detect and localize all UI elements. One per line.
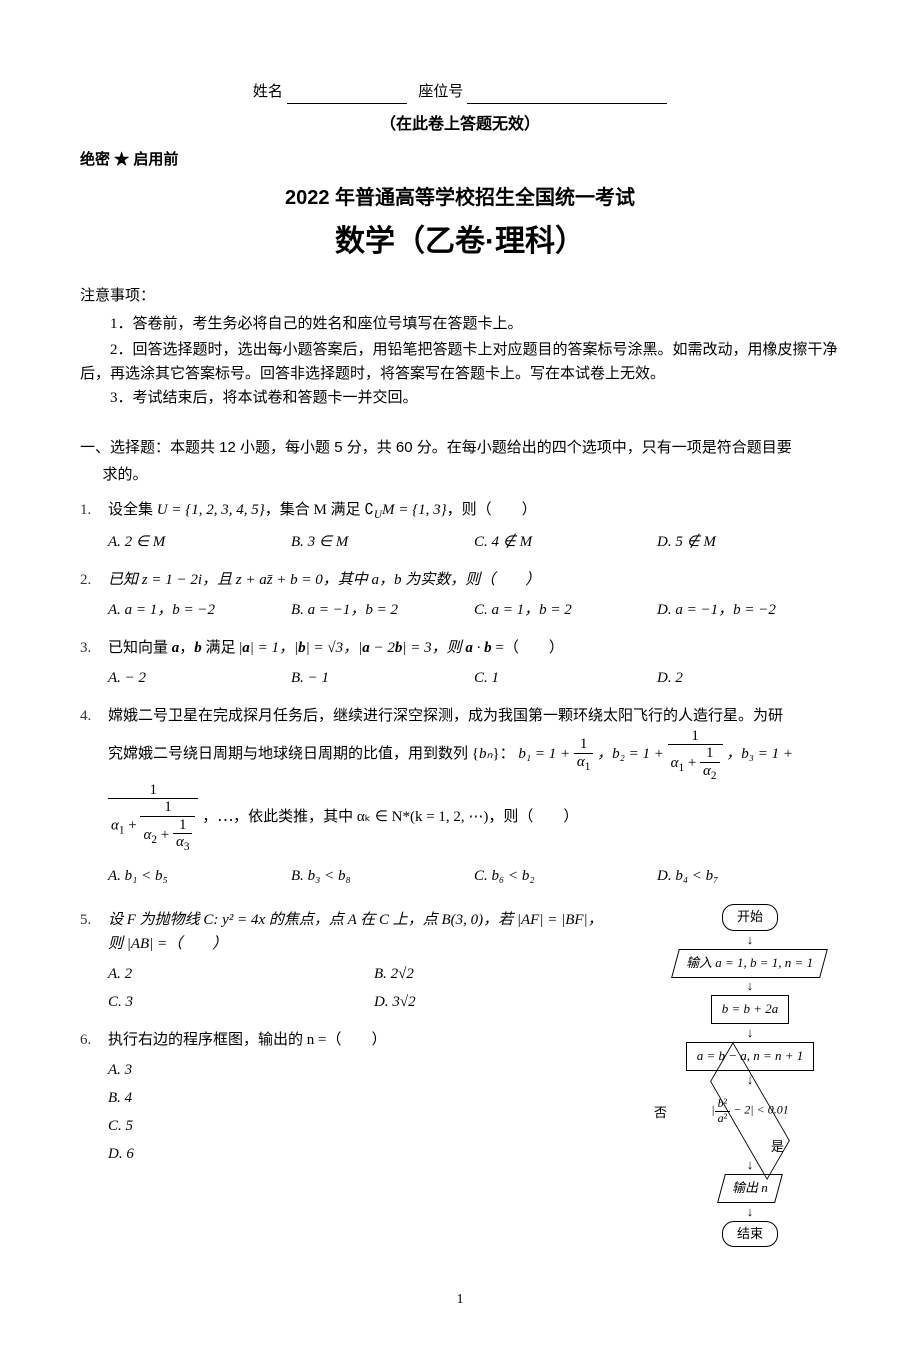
q2-option-b: B. a = −1，b = 2 bbox=[291, 598, 474, 622]
q6-option-b: B. 4 bbox=[108, 1086, 640, 1110]
seat-blank bbox=[467, 86, 667, 104]
fc-input: 输入 a = 1, b = 1, n = 1 bbox=[672, 949, 829, 978]
q4-option-c: C. b₆ < b₂ bbox=[474, 864, 657, 888]
question-number: 5. bbox=[80, 908, 91, 932]
fc-step1: b = b + 2a bbox=[711, 995, 790, 1024]
arrow-down-icon: ↓ bbox=[660, 1026, 840, 1040]
arrow-down-icon: ↓ bbox=[660, 1158, 840, 1172]
q6-stem: 执行右边的程序框图，输出的 n =（ ） bbox=[108, 1032, 386, 1048]
name-label: 姓名 bbox=[253, 84, 283, 100]
q2-option-c: C. a = 1，b = 2 bbox=[474, 598, 657, 622]
q3-option-a: A. − 2 bbox=[108, 666, 291, 690]
q3-option-c: C. 1 bbox=[474, 666, 657, 690]
question-2: 2. 已知 z = 1 − 2i，且 z + az̄ + b = 0，其中 a，… bbox=[80, 568, 840, 626]
q5-option-d: D. 3√2 bbox=[374, 990, 640, 1014]
fc-start: 开始 bbox=[722, 904, 778, 931]
fc-decision: 否 |b²a² − 2| < 0.01 bbox=[660, 1087, 840, 1135]
question-number: 6. bbox=[80, 1028, 91, 1052]
question-5: 5. 设 F 为抛物线 C: y² = 4x 的焦点，点 A 在 C 上，点 B… bbox=[80, 908, 640, 1018]
q5-stem: 设 F 为抛物线 C: y² = 4x 的焦点，点 A 在 C 上，点 B(3,… bbox=[108, 912, 603, 952]
question-6: 6. 执行右边的程序框图，输出的 n =（ ） A. 3 B. 4 C. 5 D… bbox=[80, 1028, 640, 1166]
q3-option-b: B. − 1 bbox=[291, 666, 474, 690]
flowchart: 开始 ↓ 输入 a = 1, b = 1, n = 1 ↓ b = b + 2a… bbox=[660, 902, 840, 1250]
arrow-down-icon: ↓ bbox=[660, 979, 840, 993]
q4-option-b: B. b₃ < b₈ bbox=[291, 864, 474, 888]
notice-item-1: 1．答卷前，考生务必将自己的姓名和座位号填写在答题卡上。 bbox=[80, 312, 840, 336]
fc-end: 结束 bbox=[722, 1221, 778, 1248]
name-blank bbox=[287, 86, 407, 104]
page-number: 1 bbox=[80, 1289, 840, 1311]
question-number: 4. bbox=[80, 704, 91, 728]
notice-item-2: 2．回答选择题时，选出每小题答案后，用铅笔把答题卡上对应题目的答案标号涂黑。如需… bbox=[80, 338, 840, 386]
fc-no-label: 否 bbox=[654, 1103, 667, 1124]
q3-stem: 已知向量 a，b 满足 |a| = 1，|b| = √3，|a − 2b| = … bbox=[108, 640, 564, 656]
q4-option-a: A. b₁ < b₅ bbox=[108, 864, 291, 888]
q5-option-b: B. 2√2 bbox=[374, 962, 640, 986]
question-number: 3. bbox=[80, 636, 91, 660]
subject-title: 数学（乙卷·理科） bbox=[80, 218, 840, 266]
q1-stem: 设全集 U = {1, 2, 3, 4, 5}，集合 M 满足 ∁UM = {1… bbox=[108, 502, 537, 518]
arrow-down-icon: ↓ bbox=[660, 933, 840, 947]
question-number: 1. bbox=[80, 498, 91, 522]
notice-item-3: 3．考试结束后，将本试卷和答题卡一并交回。 bbox=[80, 386, 840, 410]
q6-option-a: A. 3 bbox=[108, 1058, 640, 1082]
q2-option-d: D. a = −1，b = −2 bbox=[657, 598, 840, 622]
secret-line: 绝密 ★ 启用前 bbox=[80, 148, 840, 172]
fc-step2: a = b − a, n = n + 1 bbox=[686, 1042, 815, 1071]
q2-option-a: A. a = 1，b = −2 bbox=[108, 598, 291, 622]
arrow-down-icon: ↓ bbox=[660, 1205, 840, 1219]
question-1: 1. 设全集 U = {1, 2, 3, 4, 5}，集合 M 满足 ∁UM =… bbox=[80, 498, 840, 558]
q6-option-c: C. 5 bbox=[108, 1114, 640, 1138]
q6-option-d: D. 6 bbox=[108, 1142, 640, 1166]
invalid-note: （在此卷上答题无效） bbox=[80, 112, 840, 138]
q1-option-b: B. 3 ∈ M bbox=[291, 530, 474, 554]
notice-heading: 注意事项： bbox=[80, 284, 840, 308]
q5-option-c: C. 3 bbox=[108, 990, 374, 1014]
q4-stem: 嫦娥二号卫星在完成探月任务后，继续进行深空探测，成为我国第一颗环绕太阳飞行的人造… bbox=[108, 708, 793, 826]
exam-title: 2022 年普通高等学校招生全国统一考试 bbox=[80, 182, 840, 214]
q2-stem: 已知 z = 1 − 2i，且 z + az̄ + b = 0，其中 a，b 为… bbox=[108, 572, 540, 588]
question-4: 4. 嫦娥二号卫星在完成探月任务后，继续进行深空探测，成为我国第一颗环绕太阳飞行… bbox=[80, 704, 840, 892]
q4-option-d: D. b₄ < b₇ bbox=[657, 864, 840, 888]
seat-label: 座位号 bbox=[418, 84, 463, 100]
q1-option-a: A. 2 ∈ M bbox=[108, 530, 291, 554]
fc-output: 输出 n bbox=[717, 1174, 782, 1203]
q5-option-a: A. 2 bbox=[108, 962, 374, 986]
q1-option-d: D. 5 ∉ M bbox=[657, 530, 840, 554]
question-3: 3. 已知向量 a，b 满足 |a| = 1，|b| = √3，|a − 2b|… bbox=[80, 636, 840, 694]
q3-option-d: D. 2 bbox=[657, 666, 840, 690]
question-number: 2. bbox=[80, 568, 91, 592]
section-1-heading: 一、选择题：本题共 12 小题，每小题 5 分，共 60 分。在每小题给出的四个… bbox=[80, 434, 840, 488]
q1-option-c: C. 4 ∉ M bbox=[474, 530, 657, 554]
